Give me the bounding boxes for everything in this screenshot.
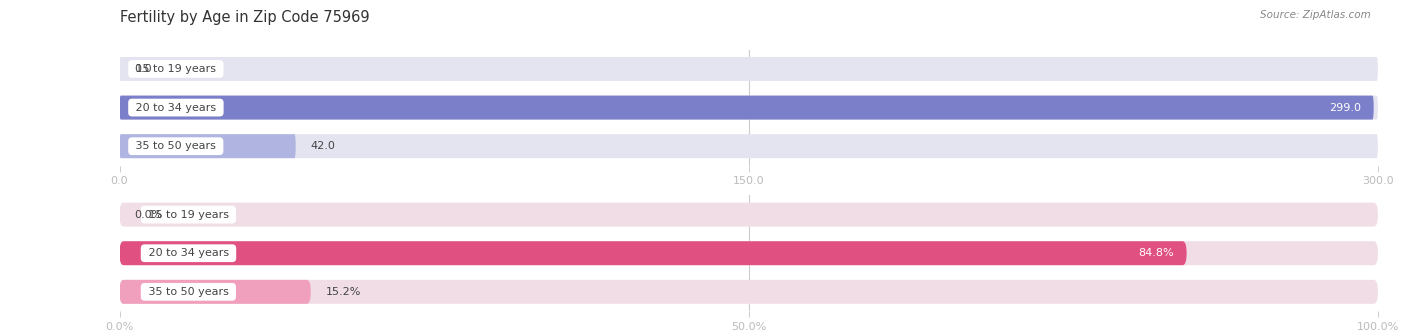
Text: 0.0%: 0.0% <box>135 210 163 219</box>
FancyBboxPatch shape <box>120 134 295 158</box>
FancyBboxPatch shape <box>120 241 1187 265</box>
Text: 20 to 34 years: 20 to 34 years <box>145 248 232 258</box>
Text: 35 to 50 years: 35 to 50 years <box>145 287 232 297</box>
Text: 15 to 19 years: 15 to 19 years <box>132 64 219 74</box>
Text: 84.8%: 84.8% <box>1139 248 1174 258</box>
FancyBboxPatch shape <box>120 280 311 304</box>
FancyBboxPatch shape <box>120 203 1378 226</box>
Text: 35 to 50 years: 35 to 50 years <box>132 141 219 151</box>
FancyBboxPatch shape <box>120 57 1378 81</box>
FancyBboxPatch shape <box>120 241 1378 265</box>
Text: 15.2%: 15.2% <box>326 287 361 297</box>
Text: Fertility by Age in Zip Code 75969: Fertility by Age in Zip Code 75969 <box>120 10 370 25</box>
Text: 20 to 34 years: 20 to 34 years <box>132 103 219 113</box>
FancyBboxPatch shape <box>120 96 1374 119</box>
FancyBboxPatch shape <box>120 134 1378 158</box>
FancyBboxPatch shape <box>120 96 1378 119</box>
Text: 42.0: 42.0 <box>311 141 336 151</box>
FancyBboxPatch shape <box>120 280 1378 304</box>
Text: 0.0: 0.0 <box>135 64 152 74</box>
Text: 15 to 19 years: 15 to 19 years <box>145 210 232 219</box>
Text: Source: ZipAtlas.com: Source: ZipAtlas.com <box>1260 10 1371 20</box>
Text: 299.0: 299.0 <box>1329 103 1361 113</box>
